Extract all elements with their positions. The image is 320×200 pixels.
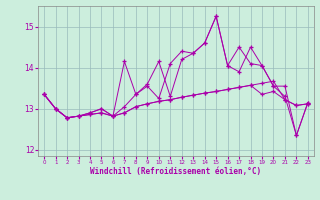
X-axis label: Windchill (Refroidissement éolien,°C): Windchill (Refroidissement éolien,°C)	[91, 167, 261, 176]
